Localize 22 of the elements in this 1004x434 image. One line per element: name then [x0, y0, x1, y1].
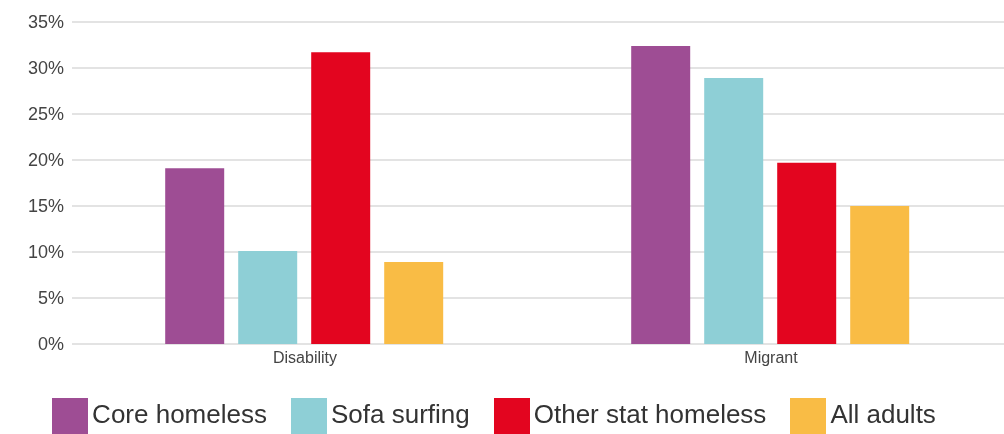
bar — [311, 52, 371, 344]
x-tick-label: Disability — [272, 349, 338, 367]
y-tick-label: 30% — [27, 58, 64, 79]
x-tick-label: Migrant — [744, 349, 799, 367]
bar — [777, 162, 837, 344]
bar — [704, 78, 764, 344]
bar — [384, 262, 444, 344]
y-tick-label: 20% — [27, 150, 64, 171]
y-tick-label: 10% — [27, 242, 64, 263]
y-tick-label: 35% — [27, 12, 64, 33]
bar — [238, 251, 298, 344]
y-tick-label: 15% — [27, 196, 64, 217]
legend-label: Other stat homeless — [533, 398, 767, 429]
legend-label: Core homeless — [92, 398, 267, 429]
bar — [631, 45, 691, 344]
y-tick-label: 5% — [37, 288, 64, 309]
y-tick-label: 25% — [27, 104, 64, 125]
bar — [165, 168, 225, 344]
legend-label: All adults — [830, 398, 936, 429]
bar — [850, 206, 910, 344]
legend-label: Sofa surfing — [330, 398, 470, 429]
y-tick-label: 0% — [37, 334, 64, 355]
